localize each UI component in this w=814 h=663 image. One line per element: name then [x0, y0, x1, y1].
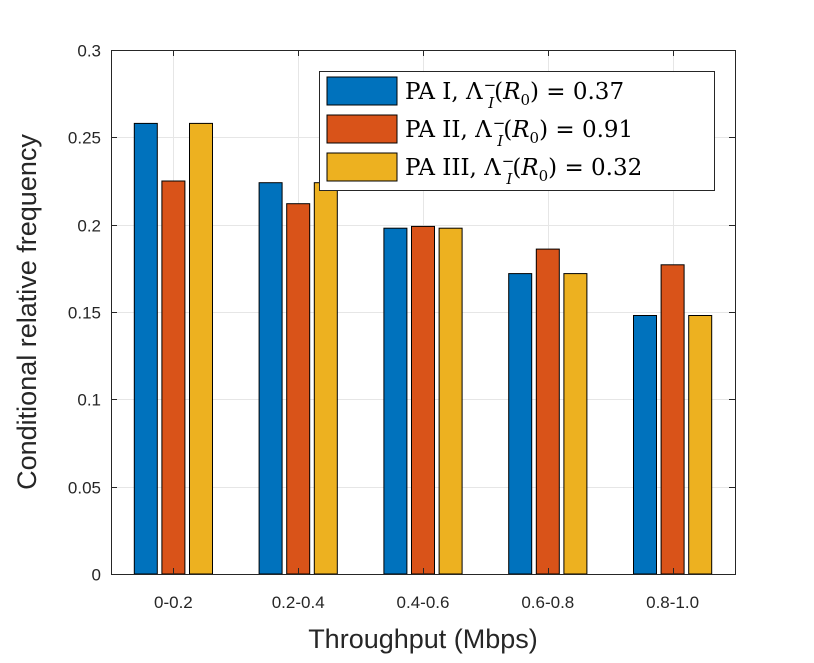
y-tick-label: 0.3: [77, 42, 101, 61]
x-tick-label: 0.6-0.8: [521, 593, 574, 612]
bar-pa-iii-0.2-0.4: [313, 182, 338, 575]
y-tick-label: 0.2: [77, 217, 101, 236]
bar-pa-i-0.4-0.6: [383, 227, 408, 575]
bar-pa-iii-0-0.2: [189, 122, 213, 575]
bar-pa-ii-0.2-0.4: [286, 203, 311, 575]
x-tick-label: 0-0.2: [154, 593, 193, 612]
bars: [133, 122, 713, 575]
bar-pa-ii-0.4-0.6: [411, 225, 435, 575]
legend-swatch: [326, 114, 398, 144]
y-tick-label: 0: [92, 566, 101, 585]
y-tick-label: 0.05: [68, 479, 101, 498]
x-tick-labels: 0-0.2 0.2-0.4 0.4-0.6 0.6-0.8 0.8-1.0: [154, 593, 699, 612]
y-tick-label: 0.1: [77, 391, 101, 410]
legend-swatch: [326, 152, 398, 182]
legend-entry: PA III, Λ− I(R0) = 0.32: [405, 152, 642, 188]
y-tick-label: 0.25: [68, 129, 101, 148]
bar-pa-i-0.8-1.0: [633, 315, 657, 575]
bar-pa-i-0.2-0.4: [258, 182, 283, 575]
y-tick-label: 0.15: [68, 304, 101, 323]
x-tick-label: 0.2-0.4: [272, 593, 325, 612]
bar-pa-ii-0.6-0.8: [535, 248, 560, 575]
x-axis-title: Throughput (Mbps): [308, 624, 538, 654]
bar-pa-ii-0-0.2: [161, 180, 186, 575]
bar-pa-i-0-0.2: [133, 122, 158, 575]
bar-pa-i-0.6-0.8: [508, 273, 533, 575]
y-axis-title: Conditional relative frequency: [12, 134, 42, 490]
legend-swatch: [326, 76, 398, 106]
bar-pa-iii-0.4-0.6: [438, 227, 463, 575]
bar-pa-iii-0.6-0.8: [563, 273, 588, 575]
axis-ticks: [111, 50, 735, 575]
legend-entry: PA II, Λ− I(R0) = 0.91: [405, 114, 633, 150]
legend-entry: PA I, Λ− I(R0) = 0.37: [405, 76, 624, 112]
x-tick-label: 0.8-1.0: [646, 593, 699, 612]
bar-pa-iii-0.8-1.0: [688, 315, 713, 575]
x-tick-label: 0.4-0.6: [397, 593, 450, 612]
y-tick-labels: 0 0.05 0.1 0.15 0.2 0.25 0.3: [68, 42, 101, 585]
bar-pa-ii-0.8-1.0: [660, 264, 685, 575]
